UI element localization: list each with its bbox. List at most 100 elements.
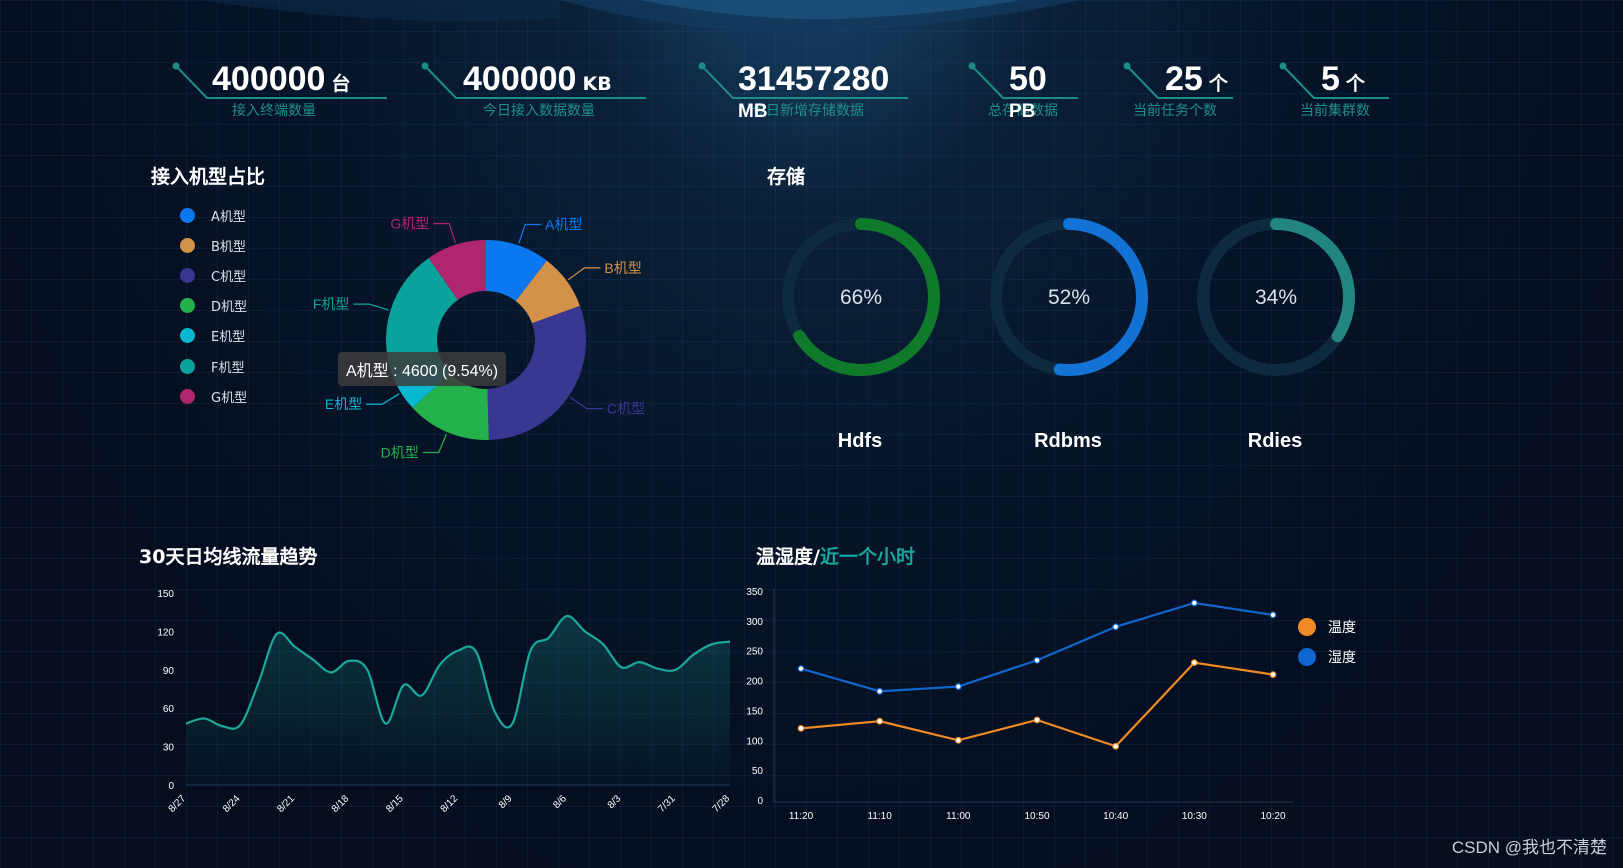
kpi-decoration-icon — [172, 62, 387, 99]
pie-leader-line — [518, 223, 542, 244]
climate-legend-item[interactable]: 温度 — [1298, 612, 1356, 642]
y-tick-label: 350 — [746, 587, 763, 598]
kpi-unit: MB — [738, 101, 768, 122]
kpi-value: 31457280 — [738, 60, 890, 98]
kpi-unit: 个 — [1345, 73, 1365, 95]
legend-dot-icon — [180, 267, 195, 283]
pie-legend-item[interactable]: F机型 — [180, 351, 247, 381]
legend-label: G机型 — [211, 390, 248, 406]
area-fill — [186, 615, 730, 785]
climate-legend: 温度湿度 — [1298, 612, 1356, 672]
legend-dot-icon — [1298, 648, 1316, 666]
legend-label: B机型 — [211, 239, 246, 255]
pie-slice[interactable] — [487, 305, 586, 440]
y-tick-label: 150 — [746, 706, 763, 717]
pie-slice-label: A机型 — [545, 216, 582, 232]
y-tick-label: 90 — [163, 666, 175, 677]
storage-panel-title: 存储 — [767, 166, 806, 188]
y-tick-label: 300 — [746, 617, 763, 628]
pie-slice-label: F机型 — [313, 296, 350, 312]
y-tick-label: 120 — [157, 627, 174, 638]
kpi-unit: 台 — [331, 73, 351, 95]
legend-dot-icon — [180, 388, 195, 404]
pie-panel-title: 接入机型占比 — [151, 166, 266, 188]
pie-slice-label: C机型 — [607, 401, 645, 417]
legend-dot-icon — [180, 207, 195, 223]
series-point[interactable] — [1033, 656, 1041, 664]
pie-legend-item[interactable]: B机型 — [180, 230, 247, 260]
series-line — [800, 601, 1274, 693]
y-tick-label: 100 — [746, 736, 763, 747]
pie-legend-item[interactable]: C机型 — [180, 260, 247, 290]
climate-panel-title: 温湿度/近一个小时 — [756, 542, 915, 569]
series-point[interactable] — [1269, 611, 1277, 619]
x-tick-label: 11:10 — [868, 811, 893, 822]
kpi-value: 5 — [1321, 60, 1340, 98]
pie-slice[interactable] — [515, 260, 580, 324]
pie-slice[interactable] — [428, 240, 486, 300]
series-point[interactable] — [876, 717, 884, 725]
kpi-decoration-icon — [968, 62, 1078, 99]
pie-slice[interactable] — [385, 258, 458, 376]
series-point[interactable] — [1190, 599, 1198, 607]
pie-legend-item[interactable]: E机型 — [180, 321, 247, 351]
pie-slice-label: D机型 — [381, 444, 419, 460]
kpi-decoration-icon — [1279, 62, 1389, 99]
x-tick-label: 10:30 — [1182, 811, 1207, 822]
kpi-tasks: 25 个 当前任务个数 — [1123, 58, 1233, 128]
kpi-label: 今日接入数据数量 — [483, 103, 595, 119]
legend-label: F机型 — [211, 360, 245, 376]
pie-leader-line — [433, 223, 456, 243]
pie-legend-item[interactable]: D机型 — [180, 291, 247, 321]
kpi-value: 50 — [1009, 60, 1047, 98]
series-point[interactable] — [797, 665, 805, 673]
series-point[interactable] — [1033, 716, 1041, 724]
kpi-terminals: 400000 台 接入终端数量 — [172, 58, 387, 128]
pie-slice-label: E机型 — [325, 396, 362, 412]
series-point[interactable] — [1269, 671, 1277, 678]
pie-leader-line — [422, 433, 448, 454]
series-point[interactable] — [954, 736, 962, 744]
legend-dot-icon — [180, 328, 195, 344]
pie-legend-item[interactable]: A机型 — [180, 200, 247, 230]
pie-slice[interactable] — [486, 240, 547, 302]
kpi-label: 总存储数据 — [988, 103, 1058, 119]
pie-slice[interactable] — [412, 373, 489, 440]
series-point[interactable] — [876, 687, 884, 695]
gauge-percent-label: 34% — [1255, 286, 1297, 309]
gauge-name-rdies: Rdies — [1247, 430, 1303, 452]
legend-label: A机型 — [211, 209, 246, 225]
kpi-unit: KB — [582, 73, 612, 95]
legend-label: 湿度 — [1328, 650, 1356, 666]
series-point[interactable] — [1112, 742, 1120, 750]
gauge-name-hdfs: Hdfs — [837, 430, 883, 452]
legend-dot-icon — [180, 358, 195, 374]
climate-legend-item[interactable]: 湿度 — [1298, 642, 1356, 672]
series-point[interactable] — [954, 683, 962, 690]
series-point[interactable] — [797, 724, 805, 732]
kpi-value: 25 — [1165, 60, 1203, 98]
series-point[interactable] — [1190, 659, 1198, 667]
gauge-progress-arc — [782, 218, 940, 376]
y-tick-label: 250 — [746, 647, 763, 658]
series-point[interactable] — [1112, 623, 1120, 631]
legend-label: E机型 — [211, 330, 246, 346]
gauge-percent-label: 52% — [1048, 286, 1090, 309]
x-tick-label: 10:40 — [1103, 811, 1128, 822]
y-tick-label: 200 — [746, 677, 763, 688]
gauge-percent-label: 66% — [840, 286, 882, 309]
x-tick-label: 10:20 — [1260, 811, 1285, 822]
kpi-unit: 个 — [1208, 73, 1228, 95]
y-tick-label: 150 — [157, 589, 174, 600]
y-tick-label: 30 — [163, 743, 175, 754]
kpi-total-storage: 总存储数据 50 PB — [968, 58, 1078, 128]
legend-dot-icon — [180, 237, 195, 253]
pie-leader-line — [353, 303, 389, 311]
x-tick-label: 10:50 — [1024, 811, 1049, 822]
pie-leader-line — [366, 393, 400, 405]
gauge-name-rdbms: Rdbms — [1034, 430, 1102, 452]
legend-dot-icon — [180, 298, 195, 314]
x-tick-label: 11:00 — [946, 811, 971, 822]
pie-legend-item[interactable]: G机型 — [180, 381, 247, 411]
